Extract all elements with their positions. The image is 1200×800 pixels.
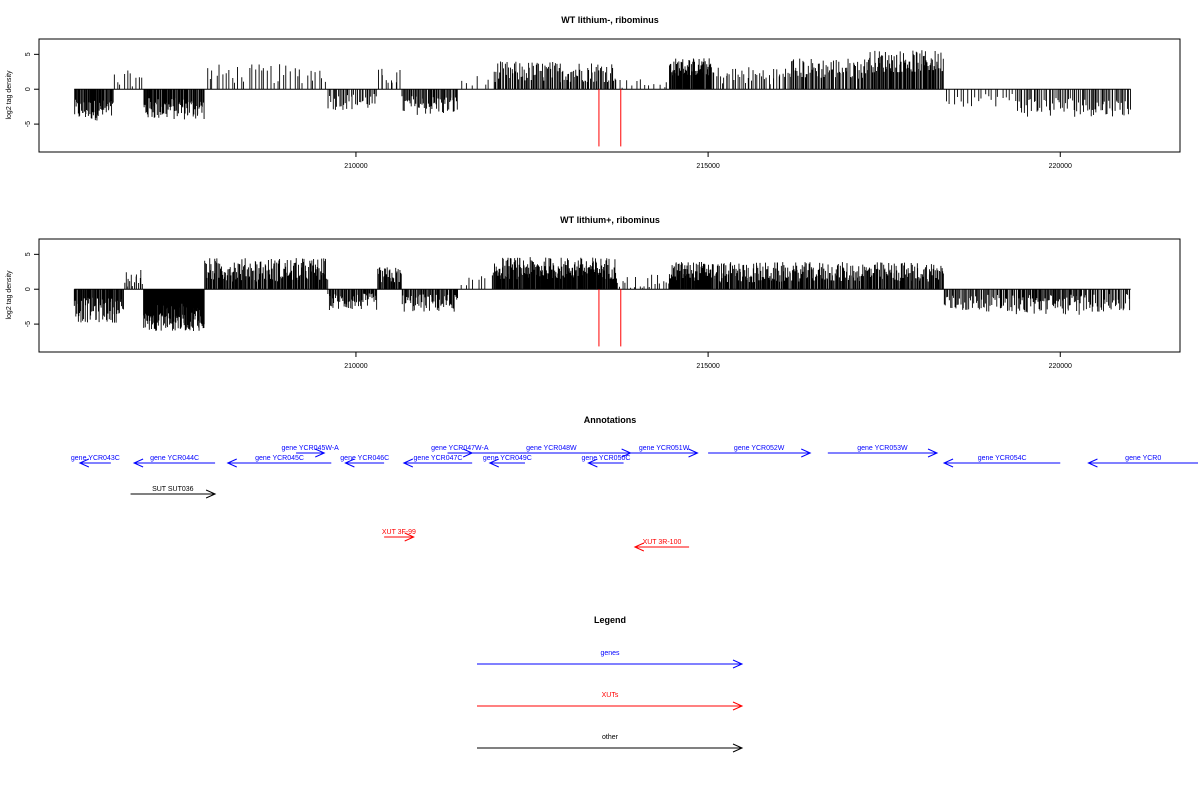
x-tick-label: 210000 xyxy=(344,163,367,170)
feature-gene: gene YCR047W-A xyxy=(431,445,489,458)
density-bars xyxy=(74,50,1131,121)
feature-gene: gene YCR054C xyxy=(942,455,1061,468)
marker-lines xyxy=(598,89,622,147)
feature-arrow-head xyxy=(732,701,744,711)
feature-label: gene YCR0 xyxy=(1125,455,1161,462)
marker-lines xyxy=(598,289,622,347)
legend-item-other: other xyxy=(477,734,744,753)
feature-arrow-head xyxy=(78,458,90,468)
feature-label: gene YCR050C xyxy=(582,455,631,462)
feature-arrow-head xyxy=(404,532,415,542)
y-axis-label: log2 tag density xyxy=(6,70,13,120)
feature-gene: gene YCR044C xyxy=(132,455,216,468)
feature-arrow-head xyxy=(488,458,499,468)
x-tick-label: 210000 xyxy=(344,363,367,370)
feature-label: gene YCR047W-A xyxy=(431,445,489,452)
feature-arrow-head xyxy=(633,542,645,552)
plot-frame xyxy=(38,238,1181,353)
feature-arrow-head xyxy=(226,458,237,468)
feature-xut: XUT 3F-99 xyxy=(382,529,416,542)
annotations-title: Annotations xyxy=(584,415,637,425)
legend-title: Legend xyxy=(594,615,626,625)
density-plot-lithium-minus: WT lithium-, ribominus log2 tag density … xyxy=(6,15,1181,170)
feature-label: gene YCR049C xyxy=(483,455,532,462)
density-bars xyxy=(73,257,1131,332)
feature-arrow-head xyxy=(732,659,744,669)
legend-label: other xyxy=(602,734,619,741)
x-axis: 210000 215000 220000 xyxy=(344,352,1072,370)
y-axis: -5 0 5 xyxy=(25,252,39,327)
feature-label: gene YCR047C xyxy=(414,455,463,462)
legend-item-xut: XUTs xyxy=(477,692,744,711)
y-tick-label: 0 xyxy=(25,87,32,91)
feature-other: SUT SUT036 xyxy=(130,486,217,499)
feature-gene: gene YCR043C xyxy=(71,455,120,468)
y-tick-label: 5 xyxy=(25,252,32,256)
feature-arrow-head xyxy=(315,448,326,458)
feature-label: XUT 3F-99 xyxy=(382,529,416,536)
feature-label: gene YCR048W xyxy=(526,445,577,452)
plot-frame xyxy=(38,38,1181,153)
feature-gene: gene YCR045C xyxy=(226,455,332,468)
x-axis: 210000 215000 220000 xyxy=(344,152,1072,170)
y-tick-label: -5 xyxy=(25,321,32,327)
feature-arrow-head xyxy=(927,448,939,458)
feature-gene: gene YCR050C xyxy=(582,455,631,468)
density-bar-path xyxy=(74,50,1131,121)
feature-arrow-head xyxy=(942,458,954,468)
panel-title: WT lithium-, ribominus xyxy=(561,15,659,25)
feature-gene: gene YCR0 xyxy=(1087,455,1198,468)
feature-label: gene YCR051W xyxy=(639,445,690,452)
feature-arrow-head xyxy=(205,489,217,499)
feature-label: XUT 3R-100 xyxy=(643,539,682,546)
feature-arrow-head xyxy=(1087,458,1098,468)
feature-arrow-head xyxy=(688,448,699,458)
legend: Legend genes XUTs other xyxy=(477,615,744,753)
annotations-track: Annotations gene YCR043C gene YCR044C gene… xyxy=(71,415,1198,552)
feature-gene: gene YCR053W xyxy=(827,445,939,458)
y-tick-label: 5 xyxy=(25,52,32,56)
feature-label: gene YCR043C xyxy=(71,455,120,462)
feature-xut: XUT 3R-100 xyxy=(633,539,690,552)
feature-gene: gene YCR047C xyxy=(402,455,473,468)
feature-arrow-head xyxy=(801,448,812,458)
panel-title: WT lithium+, ribominus xyxy=(560,215,660,225)
feature-gene: gene YCR046C xyxy=(340,455,389,468)
feature-arrow-head xyxy=(344,458,355,468)
legend-items: genes XUTs other xyxy=(477,650,744,753)
feature-label: gene YCR052W xyxy=(734,445,785,452)
feature-label: gene YCR045W-A xyxy=(281,445,339,452)
legend-item-gene: genes xyxy=(477,650,744,669)
legend-label: XUTs xyxy=(602,692,619,699)
legend-label: genes xyxy=(600,650,620,657)
x-tick-label: 220000 xyxy=(1049,163,1072,170)
feature-gene: gene YCR052W xyxy=(708,445,812,458)
feature-gene: gene YCR049C xyxy=(483,455,532,468)
feature-arrow-head xyxy=(732,743,744,753)
feature-gene: gene YCR051W xyxy=(630,445,699,458)
y-tick-label: -5 xyxy=(25,121,32,127)
x-tick-label: 215000 xyxy=(696,163,719,170)
feature-arrow-head xyxy=(587,458,598,468)
y-tick-label: 0 xyxy=(25,287,32,291)
y-axis-label: log2 tag density xyxy=(6,270,13,320)
feature-arrow-head xyxy=(132,458,144,468)
feature-label: gene YCR053W xyxy=(857,445,908,452)
y-axis: -5 0 5 xyxy=(25,52,39,127)
feature-label: SUT SUT036 xyxy=(152,486,194,493)
feature-arrow-head xyxy=(402,458,414,468)
x-tick-label: 220000 xyxy=(1049,363,1072,370)
density-plot-lithium-plus: WT lithium+, ribominus log2 tag density … xyxy=(6,215,1181,370)
x-tick-label: 215000 xyxy=(696,363,719,370)
feature-label: gene YCR045C xyxy=(255,455,304,462)
density-bar-path xyxy=(73,257,1131,332)
feature-arrow-head xyxy=(462,448,474,458)
feature-gene: gene YCR045W-A xyxy=(281,445,339,458)
feature-label: gene YCR054C xyxy=(978,455,1027,462)
feature-label: gene YCR044C xyxy=(150,455,199,462)
feature-label: gene YCR046C xyxy=(340,455,389,462)
